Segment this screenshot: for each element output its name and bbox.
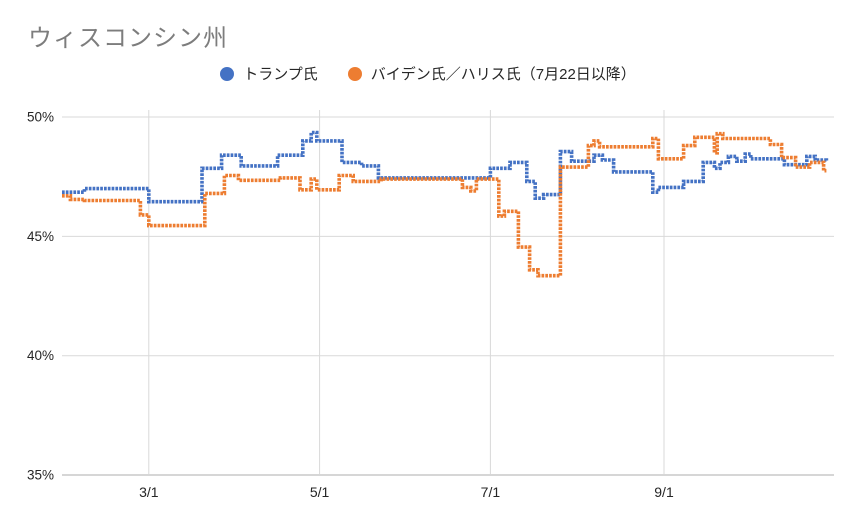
legend-item-biden-harris: バイデン氏／ハリス氏（7月22日以降） — [347, 63, 636, 84]
y-axis-tick-label: 45% — [27, 229, 54, 244]
y-axis-tick-label: 35% — [27, 468, 54, 483]
x-axis-tick-label: 7/1 — [481, 484, 501, 500]
chart-legend: トランプ氏 バイデン氏／ハリス氏（7月22日以降） — [0, 63, 856, 84]
y-axis-tick-label: 40% — [27, 348, 54, 363]
legend-item-trump: トランプ氏 — [220, 63, 318, 84]
legend-swatch-trump-icon — [220, 66, 235, 81]
legend-label-biden-harris: バイデン氏／ハリス氏（7月22日以降） — [370, 66, 636, 83]
series-line-trump — [62, 130, 829, 204]
y-axis-tick-label: 50% — [27, 110, 54, 125]
x-axis-tick-label: 9/1 — [654, 484, 674, 500]
legend-label-trump: トランプ氏 — [243, 66, 318, 83]
series-line-biden-harris — [62, 131, 827, 278]
x-axis-tick-label: 3/1 — [139, 484, 159, 500]
x-axis-tick-label: 5/1 — [310, 484, 330, 500]
chart-title: ウィスコンシン州 — [28, 25, 228, 52]
legend-swatch-biden-harris-icon — [347, 66, 362, 81]
